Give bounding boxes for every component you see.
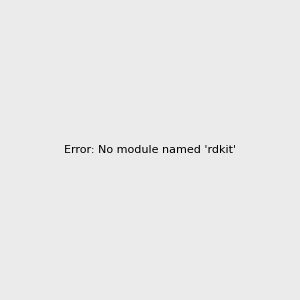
Text: Error: No module named 'rdkit': Error: No module named 'rdkit' [64,145,236,155]
